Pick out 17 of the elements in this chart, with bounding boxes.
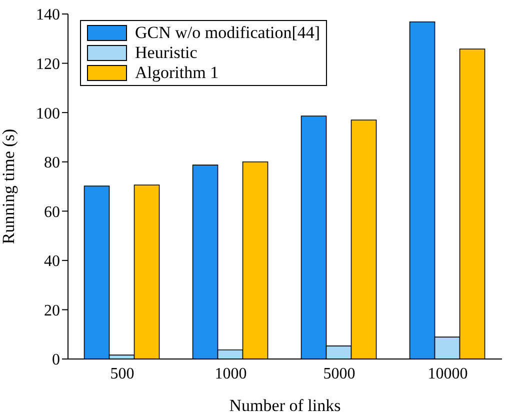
legend-label: Algorithm 1 (135, 63, 219, 83)
y-tick-label: 40 (44, 253, 60, 270)
x-tick-label: 500 (110, 365, 134, 382)
y-tick-label: 140 (36, 6, 60, 24)
legend-label: Heuristic (135, 43, 198, 63)
y-tick-label: 100 (36, 105, 60, 122)
x-tick-label: 5000 (323, 365, 356, 382)
y-tick-label: 60 (44, 204, 60, 221)
x-axis-title: Number of links (229, 396, 341, 413)
y-tick-label: 20 (44, 302, 60, 320)
y-axis-title: Running time (s) (0, 128, 18, 244)
x-tick-label: 10000 (428, 365, 468, 382)
x-tick-label: 1000 (214, 365, 247, 382)
y-tick-label: 0 (52, 352, 60, 369)
y-tick-label: 120 (36, 56, 60, 73)
y-tick-label: 80 (44, 154, 60, 172)
legend-label: GCN w/o modification[44] (135, 23, 320, 43)
